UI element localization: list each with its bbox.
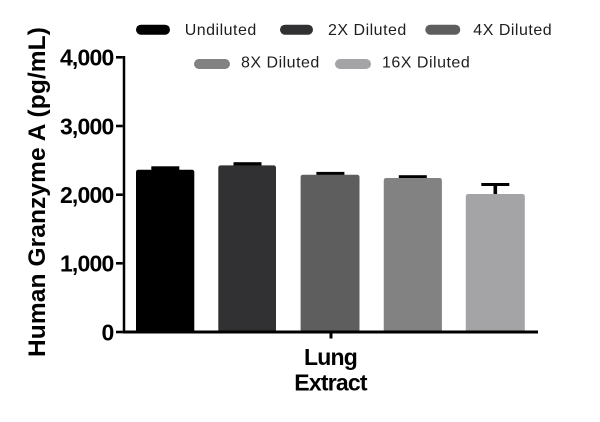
svg-text:Undiluted: Undiluted <box>185 22 257 39</box>
svg-text:2,000: 2,000 <box>60 182 114 208</box>
svg-text:2X Diluted: 2X Diluted <box>328 22 407 39</box>
svg-text:16X Diluted: 16X Diluted <box>382 55 470 72</box>
svg-text:4,000: 4,000 <box>60 45 114 71</box>
svg-text:8X Diluted: 8X Diluted <box>241 55 320 72</box>
svg-text:0: 0 <box>102 319 114 345</box>
svg-text:3,000: 3,000 <box>60 113 114 139</box>
svg-text:1,000: 1,000 <box>60 251 114 277</box>
svg-text:Human Granzyme A (pg/mL): Human Granzyme A (pg/mL) <box>24 27 51 357</box>
svg-text:Lung: Lung <box>304 344 357 370</box>
svg-text:Extract: Extract <box>294 369 368 395</box>
svg-text:4X Diluted: 4X Diluted <box>473 22 552 39</box>
